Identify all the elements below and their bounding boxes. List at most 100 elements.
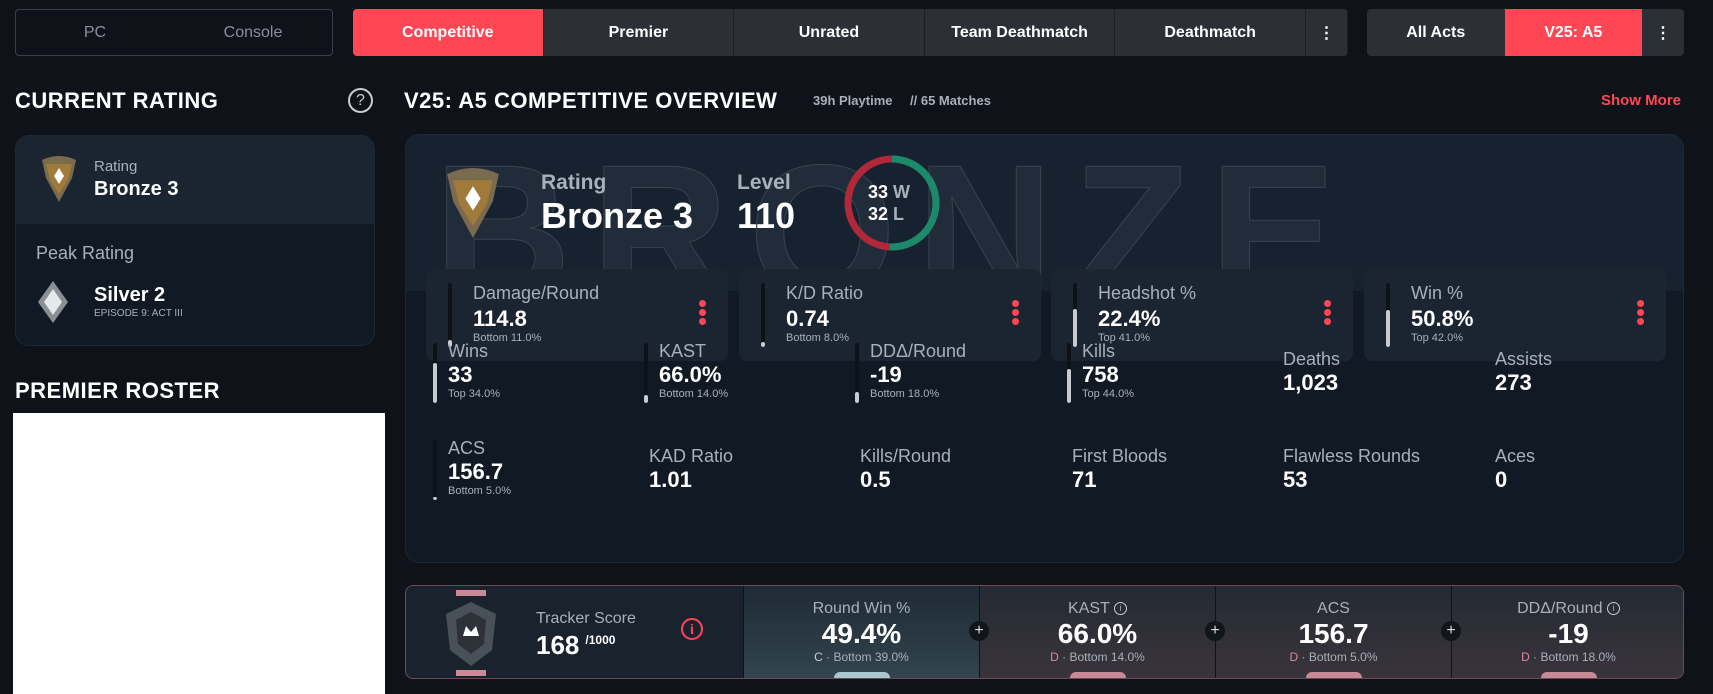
stat-label: First Bloods xyxy=(1072,446,1168,466)
grade-pill xyxy=(833,672,890,678)
grade-letter: D xyxy=(1289,650,1299,664)
current-rating-card: Rating Bronze 3 Peak Rating Silver 2 EPI… xyxy=(15,135,375,346)
tab-v25-a5[interactable]: V25: A5 xyxy=(1504,9,1642,56)
tracker-metric: KAST i 66.0% D · Bottom 14.0% xyxy=(979,586,1215,678)
stat-percentile: Bottom 18.0% xyxy=(870,388,940,400)
tab-deathmatch[interactable]: Deathmatch xyxy=(1115,9,1306,56)
platform-toggle: PC Console xyxy=(15,9,333,56)
more-options-icon[interactable]: • • • xyxy=(1636,288,1646,336)
tab-all-acts[interactable]: All Acts xyxy=(1406,23,1466,41)
tab-team-deathmatch[interactable]: Team Deathmatch xyxy=(925,9,1116,56)
losses-count: 32 xyxy=(868,204,889,224)
stat-assists: Assists 273 xyxy=(1495,349,1552,396)
metric-label: DDΔ/Round i xyxy=(1452,600,1683,618)
grade-percentile: · Bottom 18.0% xyxy=(1533,650,1616,664)
stat-label: Win % xyxy=(1411,283,1464,303)
stat-value: 50.8% xyxy=(1411,306,1474,331)
more-modes-icon[interactable]: ⋮ xyxy=(1306,9,1348,56)
overview-rating-value: Bronze 3 xyxy=(541,195,694,236)
playtime: 39h Playtime xyxy=(813,93,893,108)
show-more-link[interactable]: Show More xyxy=(1601,92,1682,109)
stat-kad-ratio: KAD Ratio 1.01 xyxy=(649,446,733,493)
stat-percentile: Bottom 5.0% xyxy=(448,485,511,497)
tab-premier[interactable]: Premier xyxy=(544,9,735,56)
tracker-score-max: /1000 xyxy=(585,633,616,648)
more-options-icon[interactable]: • • • xyxy=(1323,288,1333,336)
stat-dd-round: DDΔ/Round -19 Bottom 18.0% xyxy=(855,341,967,403)
stat-label: Headshot % xyxy=(1098,283,1197,303)
more-options-icon[interactable]: • • • xyxy=(698,288,708,336)
stat-label: DDΔ/Round xyxy=(870,341,967,361)
plus-icon: + xyxy=(1205,621,1225,641)
stat-kills: Kills 758 Top 44.0% xyxy=(1067,341,1134,403)
stat-label: K/D Ratio xyxy=(786,283,864,303)
stat-label: Kills xyxy=(1082,341,1116,361)
stat-kast: KAST 66.0% Bottom 14.0% xyxy=(644,341,729,403)
stat-percentile: Bottom 8.0% xyxy=(786,332,849,344)
stat-percentile: Bottom 14.0% xyxy=(659,388,729,400)
overview-rating-label: Rating xyxy=(541,171,607,194)
info-icon[interactable]: i xyxy=(1113,602,1127,615)
tracker-score-label: Tracker Score xyxy=(536,610,636,627)
grade-percentile: · Bottom 5.0% xyxy=(1301,650,1378,664)
tab-console[interactable]: Console xyxy=(223,23,283,41)
metric-value: 156.7 xyxy=(1298,618,1369,649)
tab-pc[interactable]: PC xyxy=(83,23,107,41)
stat-label: Deaths xyxy=(1283,349,1341,369)
percentile-bar xyxy=(1067,343,1071,403)
percentile-bar xyxy=(1386,283,1390,347)
tracker-info-icon[interactable]: i xyxy=(681,618,703,640)
bronze-rank-icon xyxy=(42,156,76,202)
tab-competitive[interactable]: Competitive xyxy=(353,9,544,56)
stat-label: Aces xyxy=(1495,446,1536,466)
premier-roster-title: PREMIER ROSTER xyxy=(15,378,221,403)
level-value: 110 xyxy=(737,195,796,236)
percentile-bar xyxy=(761,283,765,347)
grade-letter: C xyxy=(814,650,823,664)
help-icon[interactable]: ? xyxy=(348,88,373,113)
stat-value: 33 xyxy=(448,362,473,387)
grade-percentile: · Bottom 39.0% xyxy=(826,650,909,664)
more-options-icon[interactable]: • • • xyxy=(1011,288,1021,336)
peak-rating-label: Peak Rating xyxy=(36,243,135,263)
info-icon[interactable]: i xyxy=(1606,602,1620,615)
percentile-bar xyxy=(433,343,437,403)
metric-grade: D · Bottom 5.0% xyxy=(1216,650,1451,664)
stat-percentile: Top 41.0% xyxy=(1098,332,1150,344)
overview-title: V25: A5 COMPETITIVE OVERVIEW xyxy=(404,88,778,113)
metric-value: 66.0% xyxy=(1057,618,1138,649)
metric-label-text: ACS xyxy=(1317,600,1350,617)
peak-rating-value: Silver 2 xyxy=(94,284,166,306)
stat-wins: Wins 33 Top 34.0% xyxy=(433,341,500,403)
tracker-metric: DDΔ/Round i -19 D · Bottom 18.0% xyxy=(1451,586,1683,678)
level-label: Level xyxy=(737,171,791,194)
more-acts-icon[interactable]: ⋮ xyxy=(1655,24,1671,42)
grade-letter: D xyxy=(1050,650,1059,664)
stat-value: 71 xyxy=(1072,467,1097,492)
bronze-rank-icon xyxy=(447,168,499,238)
stat-label: KAD Ratio xyxy=(649,446,734,466)
match-count: // 65 Matches xyxy=(910,93,991,108)
stat-aces: Aces 0 xyxy=(1495,446,1535,493)
stat-value: 273 xyxy=(1495,370,1532,395)
tab-unrated[interactable]: Unrated xyxy=(734,9,925,56)
grade-letter: D xyxy=(1521,650,1530,664)
percentile-bar xyxy=(433,440,437,500)
stat-label: Damage/Round xyxy=(473,283,600,303)
stat-first-bloods: First Bloods 71 xyxy=(1072,446,1167,493)
stat-percentile: Top 44.0% xyxy=(1082,388,1134,400)
stat-value: 53 xyxy=(1283,467,1308,492)
stat-value: 0.74 xyxy=(786,306,829,331)
stat-card: Headshot % 22.4% Top 41.0% • • • xyxy=(1051,269,1353,361)
percentile-bar xyxy=(644,343,648,403)
premier-roster-panel xyxy=(13,413,385,694)
metric-label: KAST i xyxy=(980,600,1215,618)
stat-label: ACS xyxy=(448,438,486,458)
current-rating-title: CURRENT RATING xyxy=(15,88,219,113)
rating-label: Rating xyxy=(94,158,138,175)
tracker-score-emblem-icon xyxy=(446,590,496,676)
metric-grade: D · Bottom 18.0% xyxy=(1452,650,1683,664)
wins-count: 33 xyxy=(868,182,889,202)
metric-label-text: KAST xyxy=(1068,600,1110,617)
stat-value: -19 xyxy=(870,362,902,387)
